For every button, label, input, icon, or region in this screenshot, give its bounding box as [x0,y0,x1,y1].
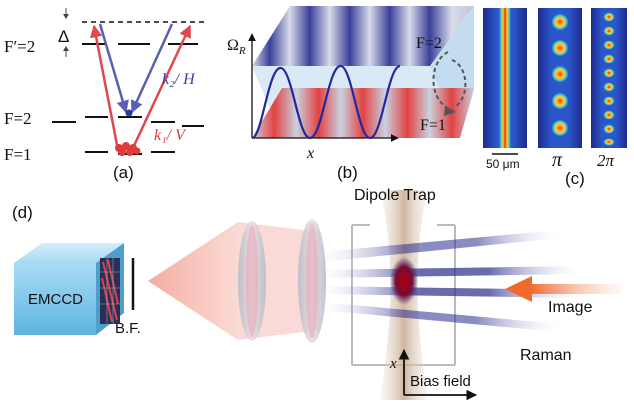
panel-b: ΩR x F=2 F=1 (b) [227,6,474,182]
lower-state-label: F=1 [420,117,446,134]
blue-beam-left [98,23,129,114]
lens-1 [238,221,266,341]
upper-plane [252,6,474,66]
excited-state-label: F′=2 [4,37,35,56]
x-axis-label: x [306,145,314,162]
raman-label: Raman [520,347,572,364]
f2-label: F=2 [4,109,32,128]
image-label: Image [548,299,593,316]
bias-field-label: Bias field [410,373,471,390]
lower-plane [252,88,474,138]
panel-d: (d) [12,187,620,401]
k2-label: k₂/ H [162,71,196,88]
red-beam-right [130,24,192,151]
two-pi-spots [603,12,615,146]
filter-label: B.F. [115,320,141,337]
red-beam-left [90,24,120,151]
panel-a-label: (a) [113,163,134,182]
raman-beams [320,230,580,332]
trapped-atoms [390,257,418,305]
emccd-camera: EMCCD [14,243,124,335]
panel-c-label: (c) [565,169,585,188]
atom-cluster [115,142,141,156]
pi-spots [551,13,569,137]
image-beam-arrow [505,276,620,302]
panel-a: Δ F′=2 F=2 F=1 k₂/ H k₁/ V (a) [4,8,205,182]
delta-label: Δ [58,27,69,46]
light-cone [148,222,238,340]
panel-b-label: (b) [337,163,358,182]
panel-c: 50 μm π 2π (c) [483,8,627,188]
upper-state-label: F=2 [416,35,442,52]
trap-label: Dipole Trap [354,187,436,204]
x-axis-label-d: x [389,356,397,372]
y-axis-label: ΩR [227,37,246,57]
two-pi-label: 2π [597,151,615,170]
sensor-grid [100,258,120,324]
pi-label: π [552,149,563,171]
atom-blue [125,109,133,117]
camera-label: EMCCD [28,291,83,308]
scale-bar-label: 50 μm [486,157,520,171]
lens-2 [298,219,326,343]
rabi-wave [251,64,401,140]
f1-label: F=1 [4,145,32,164]
blue-beam-right [130,23,174,114]
k1-label: k₁/ V [154,127,187,144]
panel-d-label: (d) [12,203,33,222]
